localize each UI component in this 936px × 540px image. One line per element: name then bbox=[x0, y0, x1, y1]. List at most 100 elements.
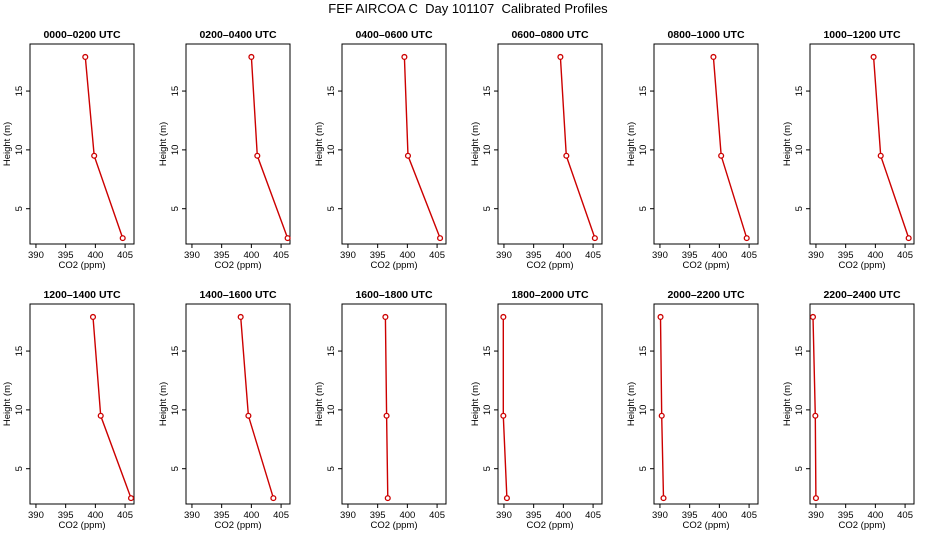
x-tick-label: 390 bbox=[28, 250, 44, 261]
x-tick-label: 395 bbox=[370, 510, 386, 521]
profile-line bbox=[502, 316, 508, 499]
x-tick-label: 405 bbox=[741, 250, 757, 261]
data-point bbox=[718, 152, 725, 159]
profile-line bbox=[872, 56, 910, 239]
plot-frame bbox=[497, 303, 603, 505]
plot-frame bbox=[809, 43, 915, 245]
x-tick-label: 390 bbox=[28, 510, 44, 521]
x-axis-label: CO2 (ppm) bbox=[59, 260, 106, 271]
panel-title: 0200–0400 UTC bbox=[199, 29, 276, 41]
y-tick-label: 10 bbox=[14, 405, 25, 416]
y-tick-label: 15 bbox=[482, 346, 493, 357]
y-axis-label: Height (m) bbox=[470, 122, 481, 166]
x-tick-label: 390 bbox=[652, 250, 668, 261]
y-tick-label: 15 bbox=[170, 86, 181, 97]
x-tick-label: 400 bbox=[243, 510, 259, 521]
data-point bbox=[127, 495, 135, 502]
x-tick-label: 400 bbox=[87, 510, 103, 521]
data-point bbox=[812, 412, 819, 419]
plot-frame bbox=[185, 43, 291, 245]
panel-title: 0000–0200 UTC bbox=[43, 29, 120, 41]
y-tick-label: 5 bbox=[638, 466, 649, 471]
x-tick-label: 400 bbox=[555, 250, 571, 261]
x-tick-label: 395 bbox=[682, 250, 698, 261]
y-tick-label: 5 bbox=[326, 466, 337, 471]
chart-panel: 0800–1000 UTC 390 395 400 405 CO2 (ppm) 5 10 15 H… bbox=[626, 29, 759, 271]
data-point bbox=[248, 53, 255, 60]
x-axis-label: CO2 (ppm) bbox=[527, 520, 574, 531]
data-point bbox=[437, 235, 444, 242]
chart-panel: 1600–1800 UTC 390 395 400 405 CO2 (ppm) 5 10 15 H… bbox=[314, 289, 447, 531]
y-tick-label: 10 bbox=[482, 405, 493, 416]
x-tick-label: 395 bbox=[58, 250, 74, 261]
x-tick-label: 390 bbox=[808, 250, 824, 261]
y-tick-label: 15 bbox=[794, 346, 805, 357]
panel-title: 0600–0800 UTC bbox=[511, 29, 588, 41]
x-tick-label: 405 bbox=[117, 250, 133, 261]
x-tick-label: 405 bbox=[897, 510, 913, 521]
x-tick-label: 390 bbox=[652, 510, 668, 521]
x-tick-label: 395 bbox=[838, 250, 854, 261]
profile-line bbox=[84, 56, 124, 239]
chart-panel: 1800–2000 UTC 390 395 400 405 CO2 (ppm) 5 10 15 H… bbox=[470, 289, 603, 531]
y-tick-label: 15 bbox=[14, 86, 25, 97]
data-point bbox=[809, 313, 817, 320]
x-tick-label: 395 bbox=[838, 510, 854, 521]
x-tick-label: 390 bbox=[496, 510, 512, 521]
x-axis-label: CO2 (ppm) bbox=[371, 260, 418, 271]
plot-frame bbox=[341, 303, 447, 505]
profile-line bbox=[384, 316, 389, 499]
x-tick-label: 395 bbox=[682, 510, 698, 521]
profile-line bbox=[92, 316, 132, 499]
chart-panel: 2000–2200 UTC 390 395 400 405 CO2 (ppm) 5 10 15 H… bbox=[626, 289, 759, 531]
profile-line bbox=[403, 56, 441, 239]
y-axis-label: Height (m) bbox=[626, 122, 637, 166]
y-tick-label: 15 bbox=[638, 86, 649, 97]
x-tick-label: 405 bbox=[429, 250, 445, 261]
y-tick-label: 10 bbox=[326, 405, 337, 416]
y-tick-label: 10 bbox=[326, 145, 337, 156]
y-tick-label: 5 bbox=[794, 466, 805, 471]
profile-line bbox=[250, 56, 289, 239]
x-tick-label: 400 bbox=[867, 510, 883, 521]
panel-title: 2000–2200 UTC bbox=[667, 289, 744, 301]
x-tick-label: 405 bbox=[897, 250, 913, 261]
data-point bbox=[591, 235, 598, 242]
y-tick-label: 15 bbox=[326, 346, 337, 357]
profile-line bbox=[559, 56, 596, 239]
y-axis-label: Height (m) bbox=[2, 382, 13, 426]
data-point bbox=[91, 152, 98, 159]
y-tick-label: 5 bbox=[170, 206, 181, 211]
panel-title: 1200–1400 UTC bbox=[43, 289, 120, 301]
y-axis-label: Height (m) bbox=[158, 122, 169, 166]
y-tick-label: 5 bbox=[482, 466, 493, 471]
y-axis-label: Height (m) bbox=[782, 382, 793, 426]
data-point bbox=[237, 313, 244, 320]
data-point bbox=[254, 152, 261, 159]
y-axis-label: Height (m) bbox=[626, 382, 637, 426]
x-tick-label: 405 bbox=[585, 250, 601, 261]
y-axis-label: Height (m) bbox=[470, 382, 481, 426]
x-tick-label: 395 bbox=[58, 510, 74, 521]
profile-line bbox=[712, 56, 748, 239]
y-tick-label: 15 bbox=[794, 86, 805, 97]
x-tick-label: 405 bbox=[585, 510, 601, 521]
x-tick-label: 405 bbox=[273, 250, 289, 261]
plot-frame bbox=[809, 303, 915, 505]
y-axis-label: Height (m) bbox=[782, 122, 793, 166]
data-point bbox=[97, 412, 104, 419]
x-tick-label: 390 bbox=[184, 250, 200, 261]
x-axis-label: CO2 (ppm) bbox=[683, 260, 730, 271]
panel-title: 1000–1200 UTC bbox=[823, 29, 900, 41]
data-point bbox=[563, 152, 570, 159]
y-tick-label: 5 bbox=[14, 206, 25, 211]
chart-panel: 2200–2400 UTC 390 395 400 405 CO2 (ppm) 5 10 15 H… bbox=[782, 289, 915, 531]
plot-frame bbox=[341, 43, 447, 245]
x-tick-label: 390 bbox=[184, 510, 200, 521]
panel-title: 1600–1800 UTC bbox=[355, 289, 432, 301]
y-tick-label: 5 bbox=[326, 206, 337, 211]
y-tick-label: 10 bbox=[638, 145, 649, 156]
plot-frame bbox=[29, 43, 135, 245]
x-axis-label: CO2 (ppm) bbox=[215, 520, 262, 531]
y-axis-label: Height (m) bbox=[314, 382, 325, 426]
